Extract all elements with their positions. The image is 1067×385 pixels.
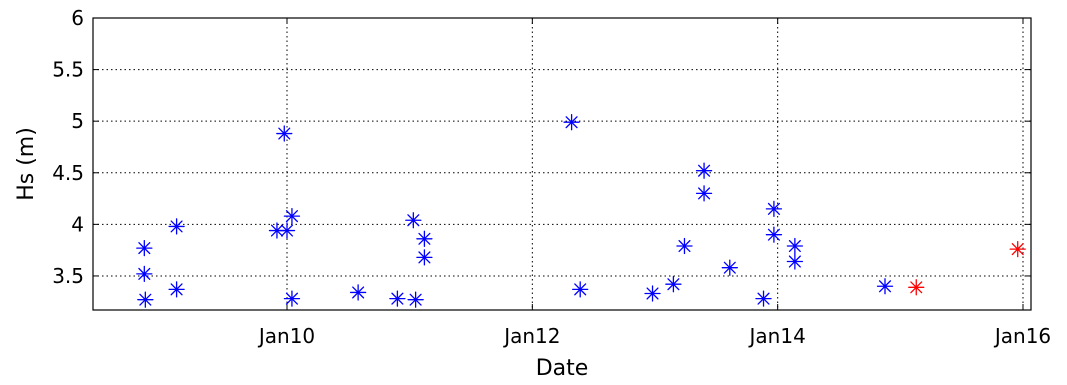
x-tick-label: Jan16	[993, 324, 1051, 348]
data-point	[136, 239, 153, 257]
data-point	[278, 222, 296, 239]
data-point	[765, 226, 783, 243]
data-point	[268, 222, 286, 239]
data-point	[349, 284, 367, 301]
data-point	[137, 291, 154, 308]
y-tick-label: 5.5	[52, 58, 84, 82]
y-tick-label: 6	[71, 6, 84, 30]
data-point	[405, 212, 422, 229]
data-point	[695, 185, 713, 202]
data-point	[283, 207, 301, 225]
y-tick-label: 5	[71, 109, 84, 133]
data-point	[136, 265, 153, 283]
x-tick-label: Jan10	[257, 324, 315, 348]
highlight-data-point	[908, 279, 925, 296]
x-tick-label: Jan14	[748, 324, 806, 348]
data-point	[572, 281, 589, 298]
data-point	[276, 125, 293, 142]
data-point	[283, 290, 301, 307]
grid	[93, 18, 1031, 310]
y-axis-label: Hs (m)	[14, 127, 39, 201]
data-point	[876, 278, 894, 295]
axis-ticks: Jan10 Jan12 Jan14 Jan16 3.5 4 4.5 5 5.5 6	[52, 6, 1051, 348]
data-point	[786, 253, 804, 270]
data-point	[721, 259, 738, 276]
data-point	[665, 276, 682, 293]
data-point	[695, 162, 713, 179]
x-axis-label: Date	[536, 356, 589, 381]
data-point	[765, 200, 783, 218]
data-point	[416, 249, 433, 266]
y-tick-label: 3.5	[52, 264, 84, 288]
data-point	[168, 218, 185, 235]
data-point	[786, 237, 804, 255]
highlight-data-point	[1009, 240, 1026, 258]
data-markers	[136, 114, 1026, 308]
data-point	[676, 237, 693, 255]
data-point	[416, 230, 433, 247]
data-point	[168, 281, 185, 298]
data-point	[644, 285, 661, 302]
y-tick-label: 4	[71, 212, 84, 236]
data-point	[389, 290, 406, 307]
x-tick-label: Jan12	[502, 324, 560, 348]
data-point	[755, 290, 772, 307]
plot-frame	[92, 17, 1032, 311]
y-tick-label: 4.5	[52, 161, 84, 185]
data-point	[563, 114, 580, 131]
data-point	[407, 291, 424, 308]
